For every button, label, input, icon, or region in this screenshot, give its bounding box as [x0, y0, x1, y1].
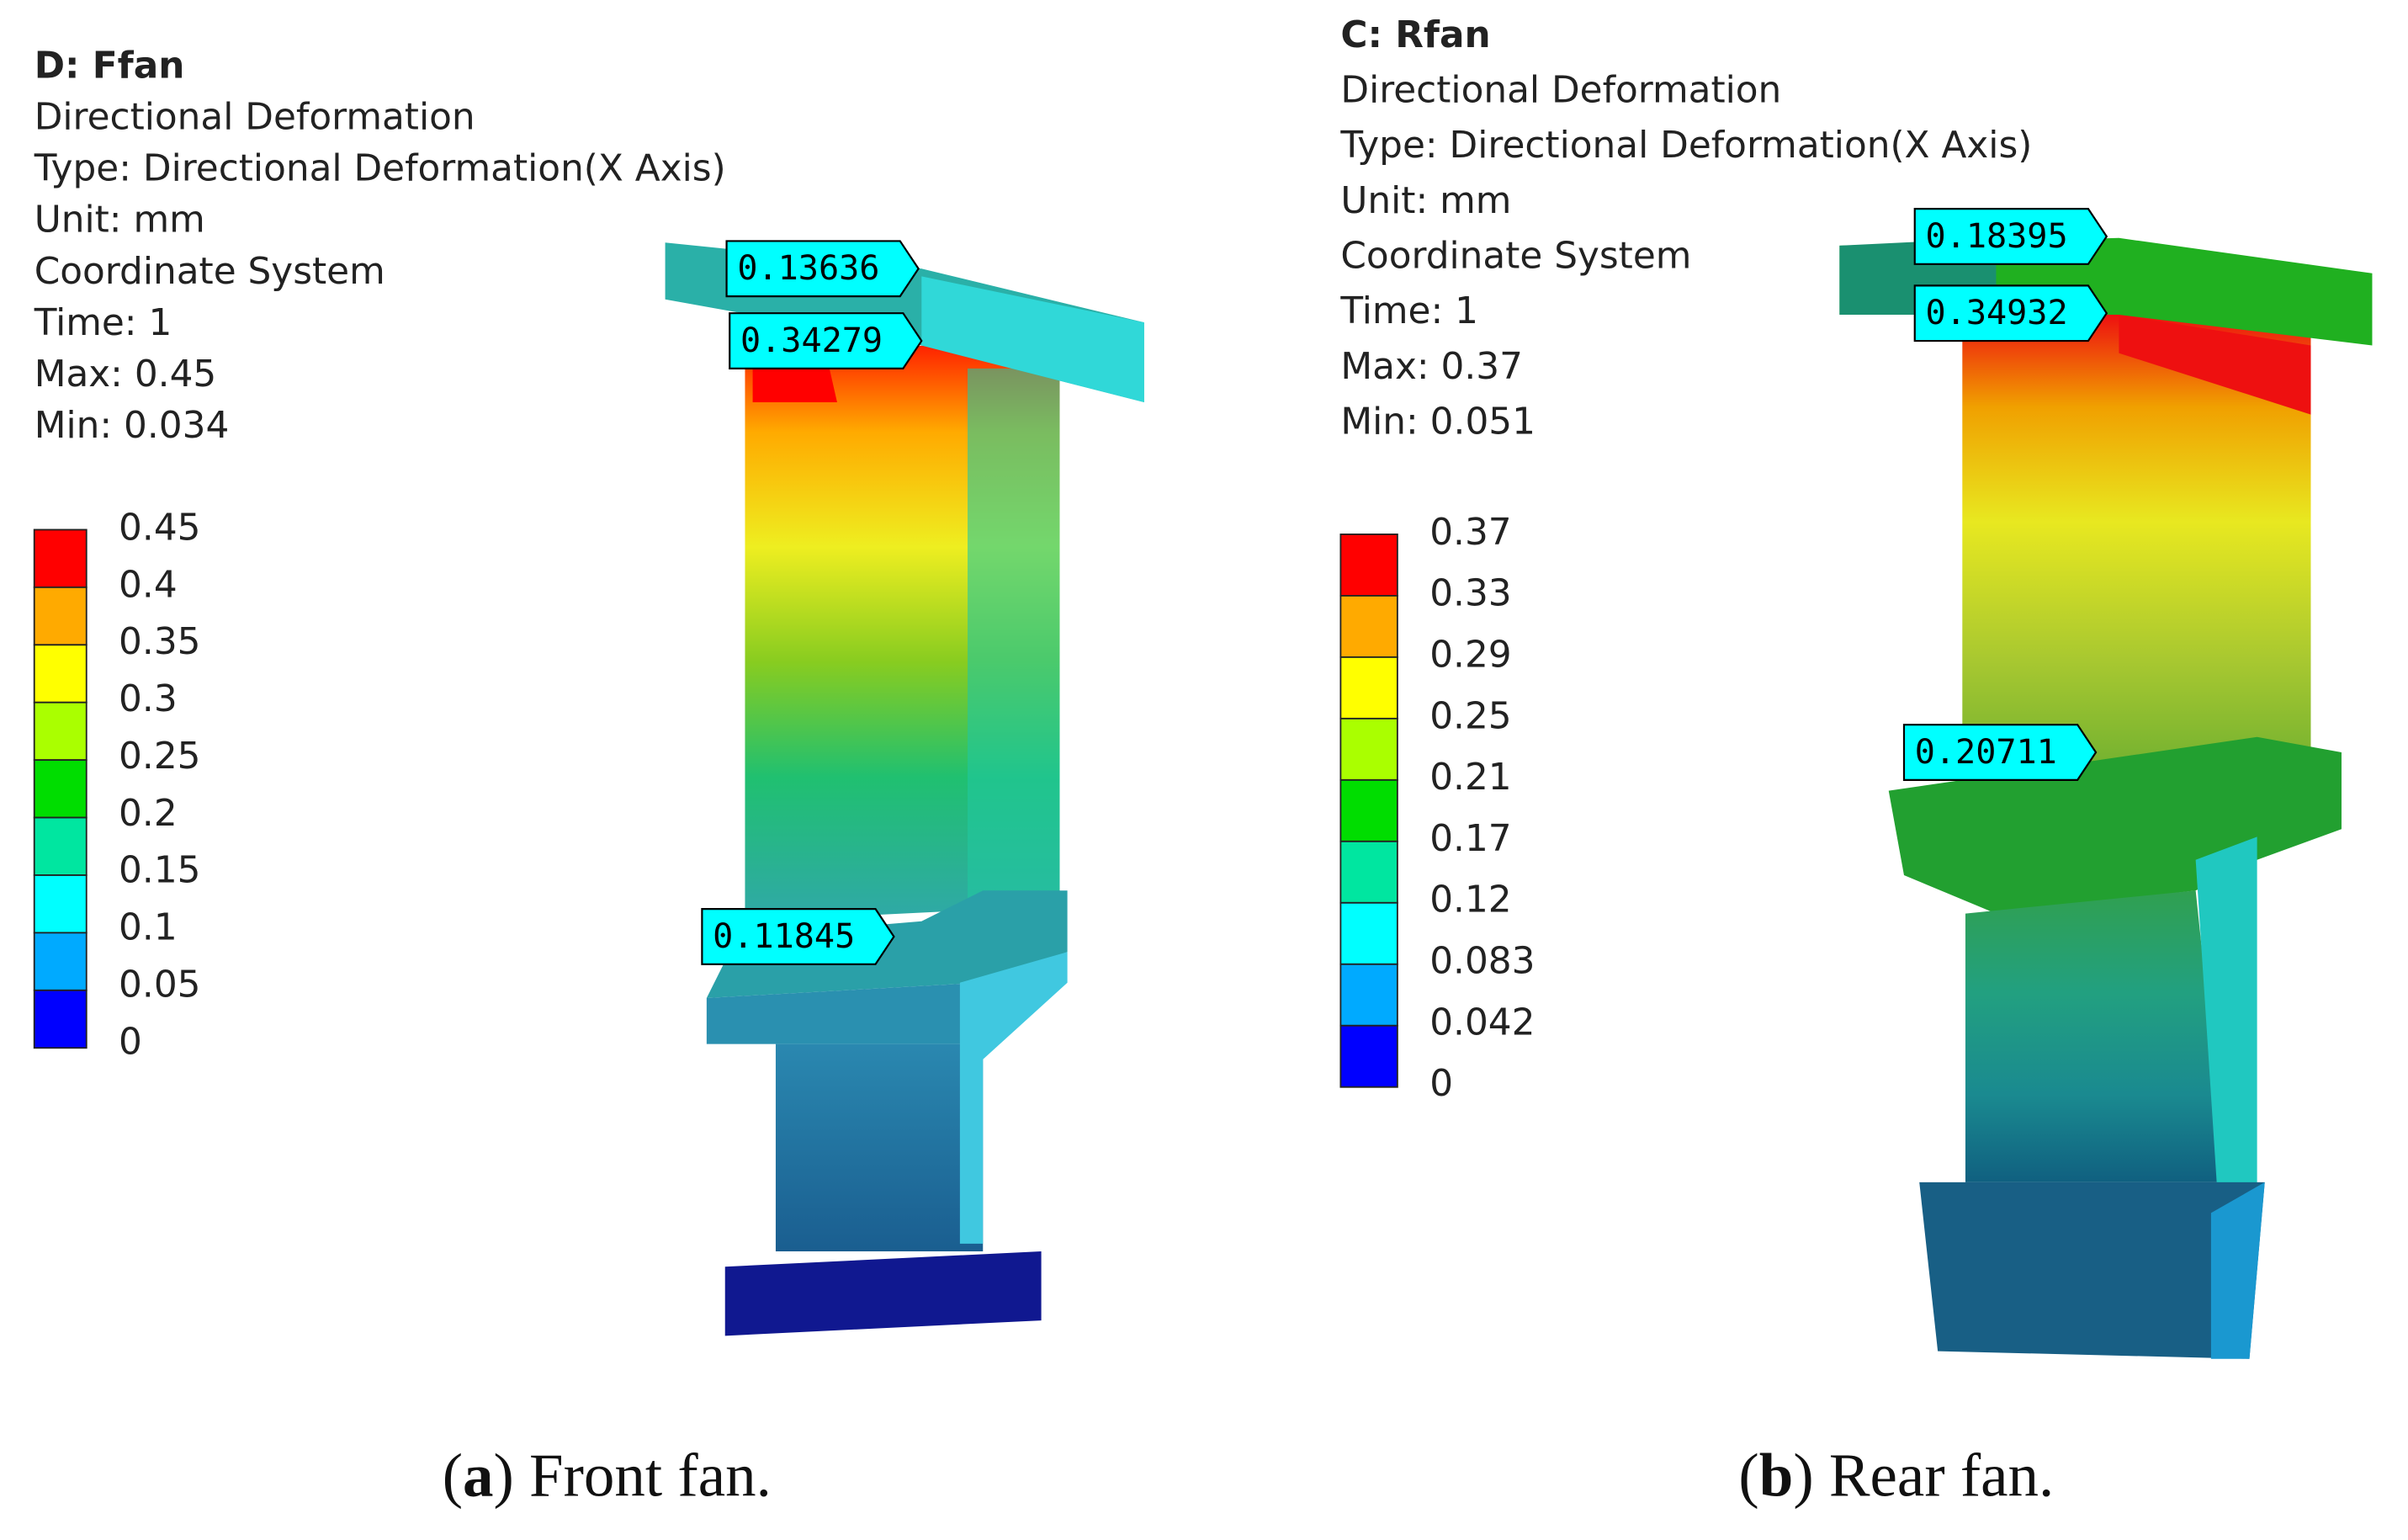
result-info: Max: 0.37	[1340, 345, 1523, 388]
probe-value: 0.34932	[1926, 294, 2068, 332]
legend-label: 0.35	[119, 620, 200, 663]
rear-fan-model	[1839, 237, 2373, 1359]
legend-swatch	[1339, 840, 1398, 904]
result-info: Time: 1	[1339, 289, 1478, 332]
legend-swatch	[1339, 595, 1398, 658]
result-info: Min: 0.051	[1340, 401, 1535, 443]
result-title: D: Ffan	[34, 44, 185, 87]
front-fan-model	[665, 242, 1144, 1336]
legend-swatch	[1339, 778, 1398, 842]
legend-label: 0.33	[1429, 572, 1511, 615]
legend-label: 0.12	[1429, 879, 1511, 921]
legend-swatch	[33, 874, 88, 934]
legend-label: 0.37	[1429, 511, 1511, 554]
probe-value: 0.13636	[737, 249, 879, 288]
caption-part: (	[443, 1441, 463, 1509]
legend-swatch	[33, 701, 88, 762]
probe-value: 0.11845	[713, 917, 855, 956]
result-info: Unit: mm	[1340, 179, 1511, 222]
probe-value: 0.20711	[1915, 733, 2057, 772]
probe-callout	[1913, 284, 2108, 343]
legend-label: 0.29	[1429, 634, 1511, 677]
panel: D: Ffan Directional Deformation Type: Dire…	[33, 44, 923, 1509]
legend-swatch	[33, 816, 88, 876]
result-info: Time: 1	[34, 301, 172, 344]
legend-label: 0.2	[119, 792, 178, 835]
probe-callout	[1902, 724, 2098, 781]
legend-label: 0.45	[119, 506, 200, 549]
legend-label: 0.3	[119, 677, 178, 720]
legend-swatch	[33, 932, 88, 991]
legend-label: 0.042	[1429, 1001, 1535, 1043]
result-info: Coordinate System	[34, 250, 385, 293]
caption: (a) Front fan.	[443, 1441, 772, 1509]
result-info: Type: Directional Deformation(X Axis)	[1339, 124, 2032, 167]
legend-swatch	[33, 989, 88, 1049]
legend-swatch	[1339, 1024, 1398, 1088]
legend-label: 0.15	[119, 849, 200, 892]
result-info: Directional Deformation	[1340, 68, 1781, 111]
legend-swatch	[33, 759, 88, 819]
probe-value: 0.34279	[740, 321, 883, 360]
legend-swatch	[1339, 534, 1398, 597]
legend-swatch	[1339, 963, 1398, 1027]
caption-part: ) Rear fan.	[1793, 1441, 2054, 1509]
legend-swatch	[33, 586, 88, 646]
legend-label: 0.25	[119, 735, 200, 778]
probe-value: 0.18395	[1926, 217, 2068, 256]
legend-label: 0.21	[1429, 756, 1511, 799]
legend-swatch	[1339, 656, 1398, 720]
result-info: Unit: mm	[34, 199, 205, 242]
legend-label: 0.05	[119, 963, 200, 1006]
result-title: C: Rfan	[1340, 13, 1490, 56]
legend-label: 0	[119, 1020, 142, 1063]
legend-label: 0.17	[1429, 817, 1511, 860]
result-info: Min: 0.034	[34, 404, 230, 447]
legend-label: 0.083	[1429, 940, 1535, 983]
legend-swatch	[1339, 717, 1398, 781]
caption-part: (	[1738, 1441, 1758, 1509]
result-info: Coordinate System	[1340, 235, 1691, 278]
panel: C: Rfan Directional Deformation Type: Dire…	[1339, 13, 2108, 1509]
legend-label: 0	[1429, 1062, 1453, 1105]
legend-label: 0.25	[1429, 694, 1511, 737]
probe-callout	[729, 312, 923, 369]
legend-swatch	[33, 644, 88, 704]
caption: (b) Rear fan.	[1738, 1441, 2054, 1509]
caption-part: a	[463, 1441, 493, 1509]
result-info: Type: Directional Deformation(X Axis)	[34, 147, 726, 190]
probe-callout	[1913, 208, 2108, 265]
legend-swatch	[33, 528, 88, 588]
caption-part: b	[1759, 1441, 1794, 1509]
probe-callout	[725, 240, 920, 298]
caption-part: ) Front fan.	[493, 1441, 771, 1509]
probe-callout	[701, 908, 895, 965]
result-info: Directional Deformation	[34, 95, 475, 138]
result-info: Max: 0.45	[34, 353, 217, 396]
legend-swatch	[1339, 901, 1398, 965]
legend-label: 0.4	[119, 563, 178, 606]
legend-label: 0.1	[119, 906, 178, 949]
